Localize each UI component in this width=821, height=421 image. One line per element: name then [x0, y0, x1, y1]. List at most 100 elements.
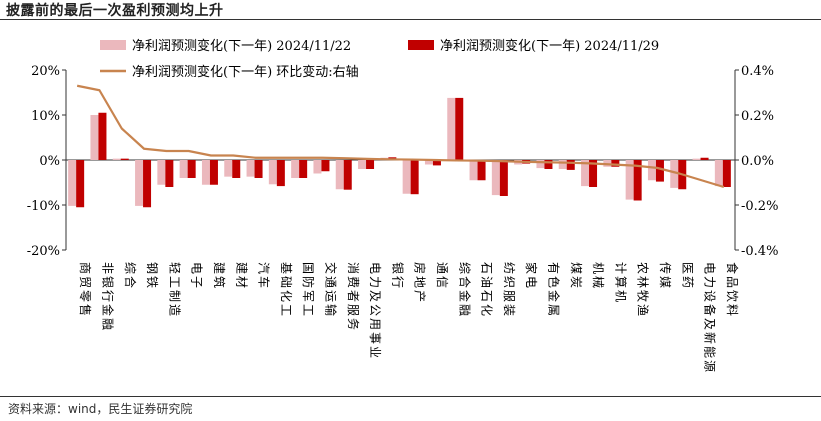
category-label: 有色金属 [546, 262, 561, 318]
legend-swatch-series-b [408, 40, 434, 50]
left-tick-label: -10% [27, 199, 60, 214]
bar-series-b [232, 160, 241, 178]
bar-series-a [201, 160, 210, 185]
category-label: 通信 [435, 262, 449, 290]
bar-series-a [112, 158, 121, 160]
category-label: 农林牧渔 [636, 262, 650, 318]
bar-series-a [358, 160, 367, 169]
category-label: 综合 [123, 262, 138, 290]
category-label: 传媒 [658, 262, 673, 290]
category-label: 机械 [591, 262, 606, 290]
bar-series-a [68, 160, 77, 206]
bar-series-a [246, 160, 255, 177]
bar-series-b [321, 160, 330, 172]
legend-label-series-b: 净利润预测变化(下一年) 2024/11/29 [440, 38, 659, 54]
category-label: 轻工制造 [167, 262, 181, 318]
legend-label-series-a: 净利润预测变化(下一年) 2024/11/22 [132, 38, 351, 54]
bar-series-b [455, 97, 464, 160]
category-labels: 商贸零售 非银行金融 综合 钢铁 轻工制造 电子 建筑 建材 汽车 基础化工 国防军工 交通运输 消费者… [78, 262, 740, 374]
right-tick-label: 0.0% [741, 154, 774, 169]
category-label: 房地产 [413, 262, 428, 304]
category-label: 建材 [234, 262, 248, 290]
bar-series-a [157, 160, 166, 185]
bar-series-b [655, 160, 664, 182]
title-rule [0, 19, 821, 20]
bar-series-a [625, 160, 634, 200]
chart-title: 披露前的最后一次盈利预测均上升 [6, 3, 224, 19]
bar-series-b [410, 160, 419, 195]
bar-series-b [98, 112, 107, 160]
category-label: 电子 [190, 262, 204, 290]
left-tick-label: 20% [31, 64, 60, 79]
bar-series-a [581, 160, 590, 187]
bar-series-b [477, 160, 486, 181]
bar-series-b [633, 160, 642, 201]
bars [68, 97, 731, 208]
category-label: 钢铁 [145, 262, 159, 290]
category-label: 建筑 [212, 262, 227, 290]
bar-series-b [589, 160, 598, 187]
bar-series-a [670, 160, 679, 188]
bar-series-b [120, 158, 129, 160]
bar-series-a [692, 158, 701, 160]
right-tick-label: 0.4% [741, 64, 774, 79]
category-label: 煤炭 [569, 262, 583, 290]
right-tick-label: -0.4% [741, 244, 778, 259]
bar-series-a [90, 115, 99, 160]
line-series [76, 84, 725, 189]
legend-swatch-series-a [100, 40, 126, 50]
bar-series-b [165, 160, 174, 187]
bar-series-b [76, 160, 85, 208]
bar-series-a [135, 160, 144, 206]
category-label: 非银行金融 [100, 262, 115, 332]
bar-series-b [366, 160, 375, 169]
left-tick-label: 10% [31, 109, 60, 124]
chart-canvas: 净利润预测变化(下一年) 2024/11/22 净利润预测变化(下一年) 202… [27, 38, 779, 374]
category-label: 石油石化 [480, 262, 494, 318]
legend-label-series-c: 净利润预测变化(下一年) 环比变动:右轴 [132, 64, 359, 80]
bar-series-b [143, 160, 152, 208]
bar-series-a [402, 160, 411, 194]
left-tick-label: -20% [27, 244, 60, 259]
category-label: 商贸零售 [78, 262, 93, 318]
right-tick-label: -0.2% [741, 199, 778, 214]
category-label: 纺织服装 [502, 262, 516, 318]
bar-series-b [299, 160, 308, 178]
bar-series-a [335, 160, 344, 190]
bar-series-b [209, 160, 218, 185]
bar-series-a [291, 160, 300, 178]
bar-series-a [714, 160, 723, 187]
right-tick-label: 0.2% [741, 109, 774, 124]
bar-series-b [343, 160, 352, 190]
bar-series-b [432, 160, 441, 166]
bar-series-a [179, 160, 188, 178]
category-label: 基础化工 [279, 262, 293, 318]
bar-series-a [469, 160, 478, 181]
bar-series-a [558, 160, 567, 169]
bar-series-b [499, 160, 508, 196]
bar-series-b [254, 160, 263, 178]
bar-series-b [544, 160, 553, 169]
category-label: 交通运输 [323, 262, 338, 318]
category-label: 家电 [524, 262, 539, 290]
category-label: 消费者服务 [346, 262, 361, 332]
bar-series-a [647, 160, 656, 181]
bar-series-a [224, 160, 233, 177]
bar-series-b [187, 160, 196, 178]
category-label: 医药 [680, 262, 694, 290]
category-label: 计算机 [613, 262, 628, 304]
category-label: 国防军工 [301, 262, 316, 318]
bar-series-b [700, 157, 709, 160]
bar-series-b [566, 160, 575, 170]
bar-series-a [491, 160, 500, 196]
bar-series-a [536, 160, 545, 169]
bar-series-a [447, 97, 456, 160]
source-note: 资料来源：wind，民生证券研究院 [8, 402, 193, 416]
bar-series-a [268, 160, 277, 185]
category-label: 综合金融 [457, 262, 472, 318]
bar-series-b [611, 160, 620, 167]
bar-series-b [722, 160, 731, 187]
line-series-c [76, 84, 725, 189]
category-label: 电力及公用事业 [368, 262, 382, 360]
bar-series-b [276, 160, 285, 187]
